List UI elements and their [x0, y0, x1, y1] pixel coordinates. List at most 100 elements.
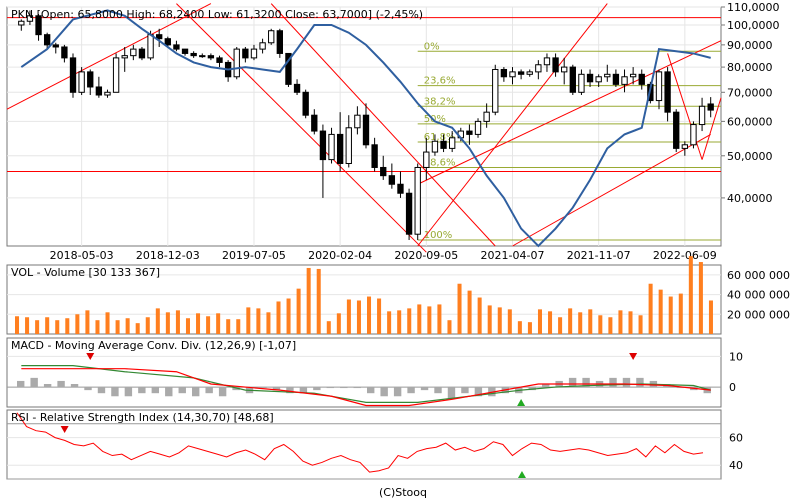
- volume-bar: [417, 304, 422, 334]
- volume-bar: [105, 312, 110, 334]
- rsi-line: [16, 412, 704, 473]
- candle-body: [173, 44, 180, 50]
- volume-bar: [276, 301, 281, 334]
- volume-tick-label: 60 000 000: [727, 269, 790, 282]
- date-tick-label: 2020-09-05: [394, 249, 458, 262]
- macd-histogram-bar: [367, 387, 375, 394]
- macd-histogram-bar: [124, 387, 133, 397]
- candle-body: [345, 127, 352, 164]
- volume-bar: [387, 311, 392, 334]
- candle-body: [431, 140, 439, 153]
- candle-body: [69, 57, 77, 93]
- candle-body: [690, 124, 697, 146]
- candle-body: [526, 71, 533, 75]
- macd-histogram-bar: [609, 377, 617, 388]
- volume-bar: [336, 313, 341, 334]
- fibonacci-level-label: 0%: [424, 41, 440, 52]
- candle-body: [440, 140, 447, 149]
- trend-line: [417, 40, 722, 185]
- volume-bar: [15, 316, 20, 334]
- volume-bar: [618, 310, 623, 334]
- candle-body: [311, 114, 318, 132]
- candle-body: [190, 52, 197, 57]
- volume-bar: [467, 290, 472, 334]
- macd-histogram-bar: [326, 387, 335, 389]
- trend-line: [417, 3, 608, 247]
- volume-bar: [658, 289, 663, 334]
- fibonacci-level-label: 61,8%: [424, 132, 456, 143]
- volume-bar: [35, 320, 40, 334]
- volume-bar: [648, 283, 653, 334]
- candle-body: [112, 57, 120, 93]
- volume-bar: [457, 283, 462, 334]
- candle-body: [449, 137, 456, 149]
- candle-body: [43, 34, 51, 46]
- candle-body: [466, 130, 473, 135]
- volume-bar: [598, 315, 603, 334]
- macd-histogram-bar: [84, 387, 92, 391]
- candle-body: [121, 55, 128, 59]
- volume-bar: [316, 268, 321, 334]
- candle-body: [483, 111, 490, 122]
- volume-bar: [75, 314, 80, 334]
- candle-body: [285, 52, 292, 85]
- candle-body: [405, 192, 413, 235]
- date-tick-label: 2020-02-04: [308, 249, 372, 262]
- candle-body: [397, 183, 404, 194]
- price-tick-label: 40,0000: [727, 192, 773, 205]
- fibonacci-level-label: 38,2%: [424, 96, 456, 107]
- macd-histogram-bar: [461, 387, 469, 394]
- macd-histogram-bar: [393, 387, 402, 397]
- macd-histogram-bar: [111, 387, 119, 397]
- trend-line: [512, 133, 711, 247]
- candle-body: [276, 30, 283, 54]
- macd-histogram-bar: [340, 387, 348, 389]
- volume-bar: [196, 313, 201, 334]
- price-info-label: PKN [Open: 65,8000 High: 68,2400 Low: 61…: [11, 8, 423, 21]
- date-tick-label: 2019-07-05: [222, 249, 286, 262]
- volume-bar: [346, 299, 351, 334]
- moving-average-line: [20, 9, 711, 248]
- volume-bar: [95, 320, 100, 334]
- volume-bar: [628, 311, 633, 334]
- candle-body: [561, 66, 568, 73]
- volume-bar: [367, 296, 372, 334]
- candle-body: [26, 15, 34, 22]
- candle-body: [104, 91, 111, 96]
- fibonacci-level-label: 78,6%: [424, 157, 456, 168]
- date-tick-label: 2021-11-07: [567, 249, 631, 262]
- date-tick-label: 2018-05-03: [50, 249, 114, 262]
- macd-label: MACD - Moving Average Conv. Div. (12,26,…: [11, 339, 296, 352]
- candle-body: [621, 76, 628, 85]
- macd-histogram-bar: [17, 380, 25, 388]
- volume-bar: [588, 309, 593, 334]
- volume-bar: [548, 311, 553, 334]
- macd-histogram-bar: [582, 377, 590, 388]
- candle-body: [181, 48, 189, 54]
- macd-histogram-bar: [474, 387, 483, 397]
- candle-body: [336, 133, 344, 164]
- volume-bar: [25, 317, 30, 334]
- volume-bar: [85, 310, 90, 334]
- volume-bar: [678, 293, 683, 334]
- rsi-label: RSI - Relative Strength Index (14,30,70)…: [11, 411, 274, 424]
- volume-bar: [256, 308, 261, 334]
- volume-bar: [55, 320, 60, 334]
- macd-histogram-bar: [30, 377, 38, 388]
- macd-histogram-bar: [622, 377, 631, 388]
- macd-histogram-bar: [380, 387, 388, 397]
- volume-bar: [145, 317, 150, 334]
- volume-bar: [477, 297, 482, 334]
- volume-bar: [537, 309, 542, 334]
- candle-body: [259, 42, 266, 50]
- volume-bar: [698, 262, 703, 334]
- price-tick-label: 100,0000: [727, 19, 780, 32]
- volume-bar: [216, 313, 221, 334]
- candle-body: [664, 71, 671, 113]
- candle-body: [578, 73, 585, 93]
- volume-label: VOL - Volume [30 133 367]: [11, 266, 160, 279]
- volume-bar: [558, 317, 563, 334]
- candle-body: [673, 111, 680, 149]
- macd-histogram-bar: [70, 384, 79, 388]
- volume-bar: [266, 312, 271, 334]
